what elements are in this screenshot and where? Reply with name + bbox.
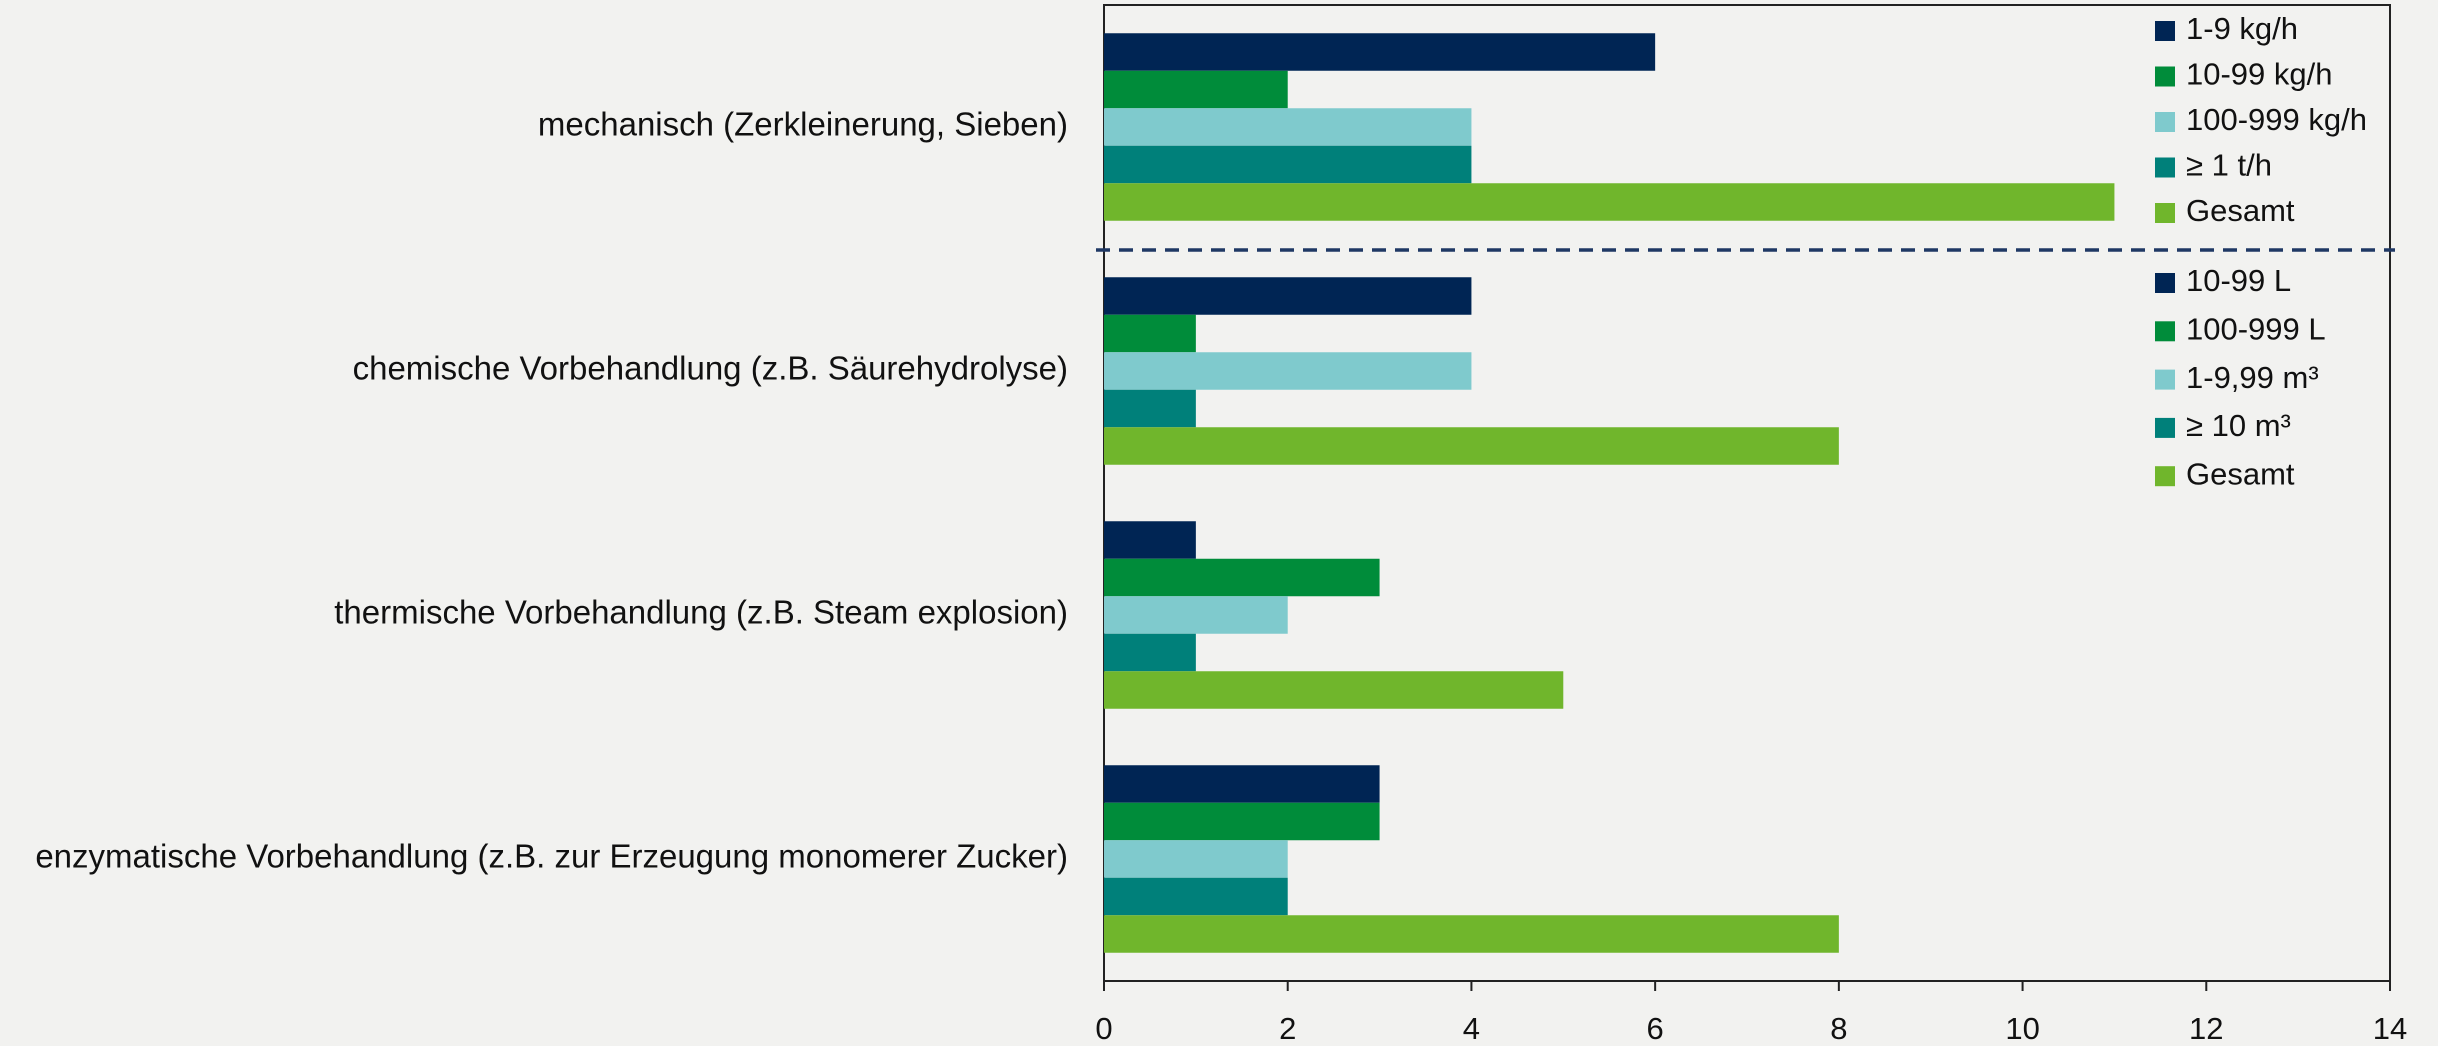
bar xyxy=(1104,802,1380,841)
bar xyxy=(1104,145,1472,184)
bar xyxy=(1104,70,1288,109)
bar xyxy=(1104,671,1564,709)
x-tick-label: 8 xyxy=(1830,1011,1847,1046)
legend-swatch xyxy=(2155,273,2175,293)
legend-swatch xyxy=(2155,369,2175,390)
bar xyxy=(1104,33,1656,71)
category-label: thermische Vorbehandlung (z.B. Steam exp… xyxy=(334,594,1068,631)
x-tick-label: 10 xyxy=(2005,1011,2039,1046)
category-label: mechanisch (Zerkleinerung, Sieben) xyxy=(538,106,1068,143)
x-tick-label: 6 xyxy=(1647,1011,1664,1046)
legend-label: ≥ 1 t/h xyxy=(2186,148,2272,183)
bar xyxy=(1104,521,1196,559)
legend-swatch xyxy=(2155,321,2175,342)
x-tick-label: 12 xyxy=(2189,1011,2223,1046)
bar xyxy=(1104,633,1196,672)
x-tick-label: 4 xyxy=(1463,1011,1480,1046)
legend-label: 100-999 L xyxy=(2186,311,2326,346)
legend-swatch xyxy=(2155,66,2175,87)
bar xyxy=(1104,389,1196,428)
legend-swatch xyxy=(2155,21,2175,41)
bar xyxy=(1104,352,1472,390)
legend-swatch xyxy=(2155,466,2175,487)
legend-swatch xyxy=(2155,417,2175,438)
legend-label: ≥ 10 m³ xyxy=(2186,408,2291,443)
legend-label: 10-99 L xyxy=(2186,263,2291,298)
legend-label: 1-9,99 m³ xyxy=(2186,360,2319,395)
legend-swatch xyxy=(2155,112,2175,132)
category-label: enzymatische Vorbehandlung (z.B. zur Erz… xyxy=(35,838,1068,875)
legend-label: 1-9 kg/h xyxy=(2186,11,2298,46)
bar xyxy=(1104,314,1196,353)
legend-swatch xyxy=(2155,157,2175,178)
bar xyxy=(1104,427,1839,465)
bar xyxy=(1104,108,1472,146)
bar xyxy=(1104,877,1288,916)
bar xyxy=(1104,183,2115,221)
legend-label: Gesamt xyxy=(2186,456,2295,491)
bar xyxy=(1104,915,1839,953)
bar xyxy=(1104,765,1380,803)
bar xyxy=(1104,277,1472,315)
legend-label: 10-99 kg/h xyxy=(2186,57,2333,92)
bar xyxy=(1104,596,1288,634)
x-tick-label: 2 xyxy=(1279,1011,1296,1046)
x-tick-label: 14 xyxy=(2373,1011,2407,1046)
bar xyxy=(1104,840,1288,878)
x-tick-label: 0 xyxy=(1095,1011,1112,1046)
category-label: chemische Vorbehandlung (z.B. Säurehydro… xyxy=(353,350,1068,387)
bar xyxy=(1104,558,1380,597)
legend-label: 100-999 kg/h xyxy=(2186,102,2367,137)
legend-label: Gesamt xyxy=(2186,193,2295,228)
plot-frame xyxy=(1103,4,2391,982)
legend-swatch xyxy=(2155,203,2175,223)
